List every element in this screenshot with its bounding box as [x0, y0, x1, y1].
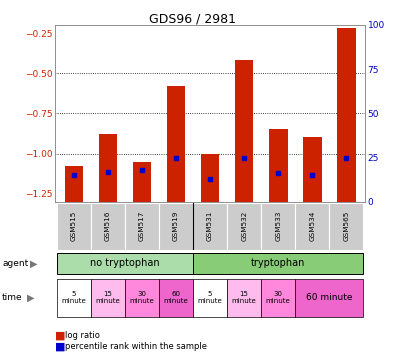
Bar: [159, 279, 193, 317]
Bar: [261, 279, 294, 317]
Bar: [159, 203, 193, 250]
Bar: [166, 86, 185, 202]
Text: 15
minute: 15 minute: [231, 291, 256, 303]
Text: GSM533: GSM533: [274, 211, 281, 241]
Bar: [294, 203, 328, 250]
Bar: [91, 279, 125, 317]
Text: percentile rank within the sample: percentile rank within the sample: [65, 342, 206, 351]
Bar: [268, 130, 287, 202]
Text: GSM532: GSM532: [240, 211, 247, 241]
Text: 5
minute: 5 minute: [197, 291, 222, 303]
Bar: [234, 60, 253, 202]
Text: ▶: ▶: [30, 258, 37, 268]
Text: GSM531: GSM531: [207, 211, 213, 241]
Bar: [133, 162, 151, 202]
Bar: [336, 28, 355, 202]
Text: ■: ■: [55, 331, 66, 341]
Bar: [91, 203, 125, 250]
Bar: [99, 134, 117, 202]
Bar: [227, 279, 261, 317]
Text: 5
minute: 5 minute: [61, 291, 86, 303]
Text: log ratio: log ratio: [65, 331, 99, 340]
Bar: [193, 279, 227, 317]
Text: ▶: ▶: [27, 293, 34, 303]
Text: GSM534: GSM534: [308, 211, 315, 241]
Bar: [193, 203, 227, 250]
Text: ■: ■: [55, 341, 66, 351]
Bar: [227, 203, 261, 250]
Bar: [57, 203, 91, 250]
Bar: [200, 154, 219, 202]
Text: 60
minute: 60 minute: [163, 291, 188, 303]
Text: GSM516: GSM516: [105, 211, 111, 241]
Text: 30
minute: 30 minute: [265, 291, 290, 303]
Bar: [328, 203, 362, 250]
Text: GDS96 / 2981: GDS96 / 2981: [149, 12, 236, 25]
Bar: [294, 279, 362, 317]
Text: GSM517: GSM517: [139, 211, 145, 241]
Text: GSM565: GSM565: [342, 211, 348, 241]
Text: 30
minute: 30 minute: [129, 291, 154, 303]
Text: agent: agent: [2, 259, 28, 268]
Text: GSM519: GSM519: [173, 211, 179, 241]
Bar: [193, 252, 362, 275]
Bar: [261, 203, 294, 250]
Bar: [65, 166, 83, 202]
Text: tryptophan: tryptophan: [250, 258, 305, 268]
Text: time: time: [2, 293, 22, 302]
Bar: [57, 279, 91, 317]
Bar: [302, 137, 321, 202]
Bar: [57, 252, 193, 275]
Text: 60 minute: 60 minute: [305, 293, 352, 302]
Bar: [125, 203, 159, 250]
Bar: [125, 279, 159, 317]
Text: 15
minute: 15 minute: [95, 291, 120, 303]
Text: GSM515: GSM515: [71, 211, 77, 241]
Text: no tryptophan: no tryptophan: [90, 258, 160, 268]
